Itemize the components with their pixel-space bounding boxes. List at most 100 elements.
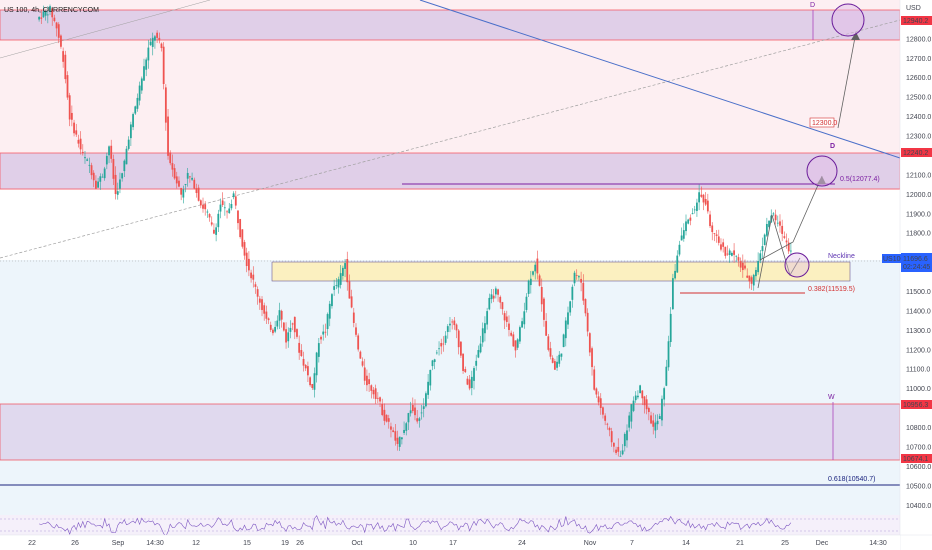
candle-body bbox=[92, 172, 95, 181]
candle-body bbox=[40, 17, 43, 19]
date-label: 15 bbox=[243, 540, 251, 547]
blue-descending-trendline[interactable] bbox=[419, 0, 901, 159]
candle-body bbox=[145, 59, 148, 70]
candle-body bbox=[591, 348, 593, 368]
candle-body bbox=[457, 330, 460, 348]
candle-body bbox=[757, 261, 760, 273]
candle-body bbox=[265, 311, 268, 319]
price-tag-zone-top-bg bbox=[901, 16, 932, 25]
target-circle-mid[interactable] bbox=[806, 155, 838, 187]
candle-body bbox=[99, 176, 102, 182]
candle-body bbox=[488, 297, 491, 310]
candle-body bbox=[449, 323, 451, 326]
candle-body bbox=[256, 289, 259, 297]
candle-body bbox=[473, 368, 475, 381]
price-label: 12700.0 bbox=[906, 56, 931, 63]
wave-zigzag[interactable] bbox=[757, 214, 801, 289]
candle-body bbox=[66, 75, 69, 98]
candle-body bbox=[252, 274, 255, 280]
candle-body bbox=[309, 377, 311, 386]
fib-0618-label: 0.618(10540.7) bbox=[828, 476, 875, 483]
price-label: 10800.0 bbox=[906, 425, 931, 432]
time-axis[interactable] bbox=[0, 535, 900, 550]
candle-body bbox=[223, 207, 226, 209]
lower-blue-region bbox=[0, 260, 900, 515]
candle-body bbox=[226, 211, 228, 213]
candle-body bbox=[304, 365, 307, 369]
candle-body bbox=[418, 418, 421, 421]
target-circle-upper[interactable] bbox=[831, 3, 865, 37]
candle-body bbox=[514, 340, 517, 351]
date-label: 14 bbox=[682, 540, 690, 547]
candle-body bbox=[134, 106, 137, 114]
candle-body bbox=[68, 95, 71, 120]
candle-body bbox=[147, 47, 150, 61]
candle-body bbox=[650, 415, 652, 424]
candle-body bbox=[744, 265, 746, 269]
candle-body bbox=[285, 329, 287, 343]
candle-body bbox=[556, 361, 558, 368]
candle-body bbox=[263, 305, 266, 314]
candle-body bbox=[654, 422, 657, 431]
rsi-panel[interactable] bbox=[0, 515, 900, 535]
candle-body bbox=[459, 341, 462, 356]
candle-body bbox=[481, 328, 484, 343]
candle-body bbox=[680, 235, 683, 241]
candle-body bbox=[112, 158, 115, 179]
date-label: 17 bbox=[449, 540, 457, 547]
candlestick-series[interactable] bbox=[38, 4, 792, 457]
price-tag-zone-mid-bg bbox=[901, 148, 932, 157]
candle-body bbox=[604, 415, 607, 421]
candle-body bbox=[322, 331, 325, 335]
candle-body bbox=[267, 318, 270, 321]
zone-neckline-yellow[interactable] bbox=[271, 261, 851, 282]
candle-body bbox=[431, 360, 434, 367]
candle-body bbox=[154, 36, 156, 41]
small-box[interactable] bbox=[809, 117, 835, 128]
candle-body bbox=[237, 210, 239, 224]
candle-body bbox=[49, 6, 51, 12]
projection-arrow-upper[interactable] bbox=[837, 31, 857, 129]
price-label: 11300.0 bbox=[906, 328, 931, 335]
candle-body bbox=[239, 219, 242, 238]
candle-body bbox=[350, 296, 353, 308]
candle-body bbox=[696, 202, 698, 211]
candle-body bbox=[685, 221, 687, 232]
candle-body bbox=[394, 431, 397, 441]
projection-arrow-lower[interactable] bbox=[759, 175, 823, 261]
price-label: 10500.0 bbox=[906, 483, 931, 490]
candle-body bbox=[785, 240, 788, 243]
candle-body bbox=[451, 321, 454, 323]
candle-body bbox=[125, 148, 128, 165]
candle-body bbox=[608, 427, 611, 431]
candle-body bbox=[108, 146, 110, 156]
candle-body bbox=[735, 255, 738, 257]
candle-body bbox=[422, 406, 425, 409]
candle-body bbox=[763, 234, 766, 245]
symbol-badge-bg bbox=[882, 254, 901, 263]
price-label: 12100.0 bbox=[906, 172, 931, 179]
candle-body bbox=[724, 246, 727, 256]
candle-body bbox=[427, 381, 430, 395]
date-label: 14:30 bbox=[146, 540, 164, 547]
price-label: 12300.0 bbox=[906, 134, 931, 141]
candle-body bbox=[326, 314, 329, 330]
fib-05-label: 0.5(12077.4) bbox=[840, 176, 880, 183]
candle-body bbox=[348, 281, 351, 299]
candle-body bbox=[352, 312, 355, 323]
candle-body bbox=[339, 273, 342, 285]
date-label: 14:30 bbox=[869, 540, 887, 547]
upper-dashed-trendline[interactable] bbox=[0, 19, 901, 259]
candle-body bbox=[630, 404, 633, 422]
top-left-trendline[interactable] bbox=[0, 0, 211, 59]
candle-body bbox=[505, 316, 508, 322]
zone-w-purple[interactable] bbox=[0, 403, 901, 461]
candle-body bbox=[615, 449, 617, 453]
candle-body bbox=[86, 159, 89, 161]
zone-top-purple[interactable] bbox=[0, 9, 901, 41]
target-circle-current[interactable] bbox=[784, 252, 810, 278]
zone-mid-purple[interactable] bbox=[0, 152, 901, 190]
candle-body bbox=[178, 180, 180, 187]
candle-body bbox=[208, 214, 211, 218]
